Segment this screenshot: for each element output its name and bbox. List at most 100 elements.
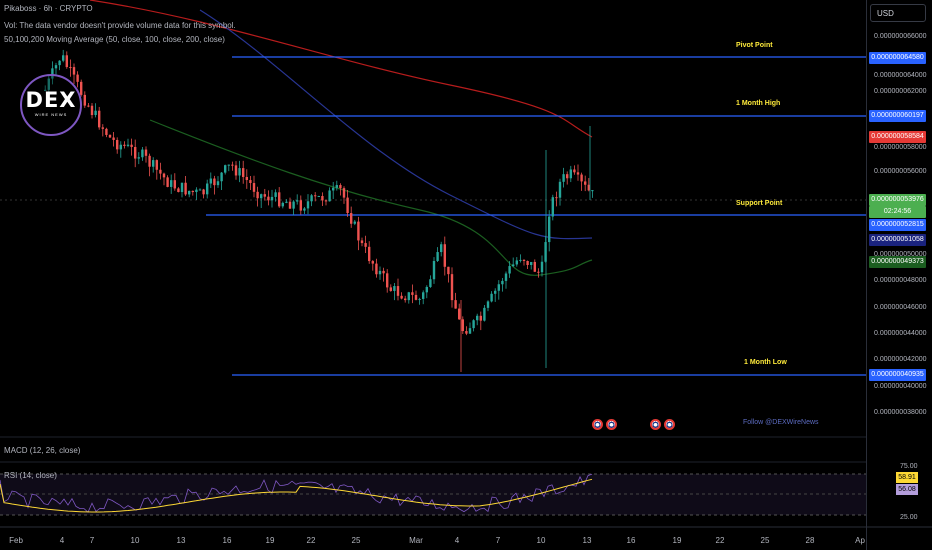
candle-body xyxy=(548,216,551,243)
candle-body xyxy=(170,180,173,187)
rsi-ma-value-tag: 58.91 xyxy=(896,472,918,483)
candle-body xyxy=(112,137,115,140)
candle-body xyxy=(98,110,101,128)
time-tick: 25 xyxy=(760,536,770,545)
candle-body xyxy=(342,188,346,198)
candle-body xyxy=(422,292,425,299)
moving-average-legend[interactable]: 50,100,200 Moving Average (50, close, 10… xyxy=(4,35,225,44)
symbol-title[interactable]: Pikaboss · 6h · CRYPTO xyxy=(4,4,93,13)
candle-body xyxy=(411,292,414,295)
candle-body xyxy=(504,273,508,281)
candle-body xyxy=(324,200,328,202)
candle-body xyxy=(436,252,439,262)
time-tick: 10 xyxy=(130,536,140,545)
price-tick: 0.000000058000 xyxy=(874,144,927,151)
macd-legend[interactable]: MACD (12, 26, close) xyxy=(4,446,81,455)
candle-body xyxy=(267,196,270,201)
price-tick: 0.000000040000 xyxy=(874,383,927,390)
candle-body xyxy=(231,164,234,166)
candle-body xyxy=(551,197,554,217)
candle-body xyxy=(51,68,54,79)
candle-body xyxy=(522,259,526,261)
time-tick: 13 xyxy=(176,536,186,545)
candle-body xyxy=(119,144,122,150)
month-low-price-tag: 0.000000040935 xyxy=(869,369,926,381)
candle-body xyxy=(519,259,522,261)
candle-body xyxy=(346,197,349,214)
candle-body xyxy=(202,189,205,195)
candle-body xyxy=(497,284,500,291)
last-price-tag: 0.000000053976 xyxy=(869,194,926,206)
rsi-value-tag: 56.08 xyxy=(896,484,918,495)
currency-button[interactable]: USD xyxy=(870,4,926,22)
candle-body xyxy=(58,60,61,66)
candle-body xyxy=(288,201,292,209)
pivot-point-label: Pivot Point xyxy=(736,42,773,49)
candle-body xyxy=(148,155,151,167)
candle-body xyxy=(447,266,450,275)
candle-body xyxy=(213,178,216,186)
candle-body xyxy=(404,298,407,301)
time-tick: 25 xyxy=(351,536,361,545)
price-axis[interactable] xyxy=(866,0,932,550)
candle-body xyxy=(389,287,392,291)
candle-body xyxy=(317,196,320,198)
support-point-label: Support Point xyxy=(736,200,783,207)
candle-body xyxy=(472,320,475,329)
candle-body xyxy=(450,274,454,301)
candle-body xyxy=(321,196,324,201)
price-tick: 0.000000064000 xyxy=(874,72,927,79)
candle-body xyxy=(501,280,504,285)
candle-body xyxy=(393,286,396,291)
candle-body xyxy=(454,300,457,309)
candle-body xyxy=(296,200,299,202)
candle-body xyxy=(573,169,576,173)
candle-body xyxy=(465,331,468,334)
candle-body xyxy=(530,261,533,265)
time-tick: 19 xyxy=(265,536,275,545)
ma200-line xyxy=(89,0,593,138)
candle-body xyxy=(562,174,565,182)
candle-body xyxy=(216,181,220,186)
candle-body xyxy=(310,195,313,202)
month-low-label: 1 Month Low xyxy=(744,359,787,366)
candle-body xyxy=(144,149,148,156)
candle-body xyxy=(407,292,410,301)
time-tick: 16 xyxy=(222,536,232,545)
candle-body xyxy=(386,273,389,288)
candle-body xyxy=(54,65,58,69)
month-high-price-tag: 0.000000060197 xyxy=(869,110,926,122)
price-tick: 0.000000062000 xyxy=(874,88,927,95)
candle-body xyxy=(584,181,587,185)
candle-body xyxy=(260,194,263,199)
price-tick: 0.000000050000 xyxy=(874,251,927,258)
candle-body xyxy=(62,55,65,61)
rsi-legend[interactable]: RSI (14, close) xyxy=(4,471,57,480)
time-tick: 16 xyxy=(626,536,636,545)
candle-body xyxy=(418,298,421,300)
candle-body xyxy=(371,261,374,264)
candle-body xyxy=(155,160,158,170)
candle-body xyxy=(569,169,572,179)
us-flag-event-icon[interactable] xyxy=(650,419,661,430)
candle-body xyxy=(69,67,72,69)
candle-body xyxy=(440,244,443,253)
candle-body xyxy=(526,260,529,265)
candle-body xyxy=(378,270,382,275)
us-flag-event-icon[interactable] xyxy=(606,419,617,430)
candle-body xyxy=(177,188,180,193)
rsi-tick-upper: 75.00 xyxy=(900,463,918,470)
time-tick: 13 xyxy=(582,536,592,545)
candle-body xyxy=(191,190,194,193)
candle-body xyxy=(306,201,310,209)
candle-body xyxy=(368,246,371,262)
price-tick: 0.000000056000 xyxy=(874,168,927,175)
logo-text: DEX xyxy=(25,88,77,112)
candle-body xyxy=(274,192,277,197)
us-flag-event-icon[interactable] xyxy=(592,419,603,430)
us-flag-event-icon[interactable] xyxy=(664,419,675,430)
time-tick: 22 xyxy=(306,536,316,545)
candle-body xyxy=(234,165,238,176)
time-tick: 28 xyxy=(805,536,815,545)
